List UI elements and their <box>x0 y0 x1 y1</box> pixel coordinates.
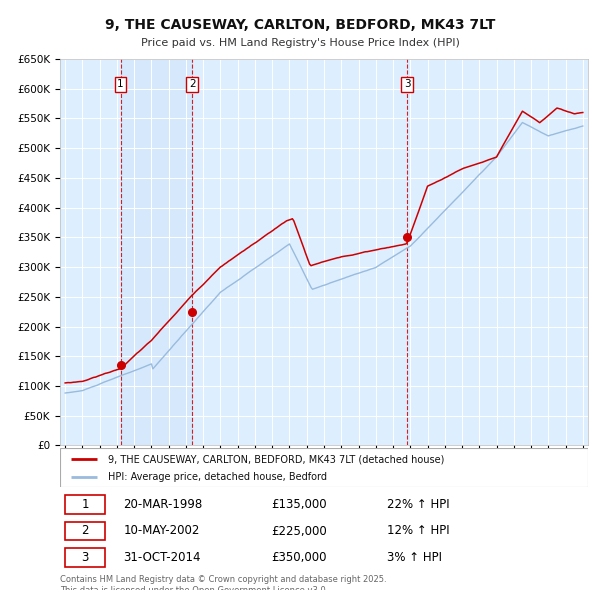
Text: 9, THE CAUSEWAY, CARLTON, BEDFORD, MK43 7LT: 9, THE CAUSEWAY, CARLTON, BEDFORD, MK43 … <box>105 18 495 32</box>
Text: HPI: Average price, detached house, Bedford: HPI: Average price, detached house, Bedf… <box>107 472 326 482</box>
Text: 1: 1 <box>117 79 124 89</box>
Text: Price paid vs. HM Land Registry's House Price Index (HPI): Price paid vs. HM Land Registry's House … <box>140 38 460 48</box>
Text: 3% ↑ HPI: 3% ↑ HPI <box>388 551 442 564</box>
Text: Contains HM Land Registry data © Crown copyright and database right 2025.
This d: Contains HM Land Registry data © Crown c… <box>60 575 386 590</box>
Bar <box>121 59 192 445</box>
Bar <box>65 548 105 566</box>
Text: £350,000: £350,000 <box>271 551 327 564</box>
Text: 2: 2 <box>82 525 89 537</box>
Text: 22% ↑ HPI: 22% ↑ HPI <box>388 498 450 511</box>
Text: 10-MAY-2002: 10-MAY-2002 <box>124 525 200 537</box>
Bar <box>65 496 105 514</box>
Text: £225,000: £225,000 <box>271 525 327 537</box>
Text: 12% ↑ HPI: 12% ↑ HPI <box>388 525 450 537</box>
Text: 20-MAR-1998: 20-MAR-1998 <box>124 498 203 511</box>
Text: 3: 3 <box>82 551 89 564</box>
Text: 1: 1 <box>82 498 89 511</box>
Text: £135,000: £135,000 <box>271 498 327 511</box>
Text: 9, THE CAUSEWAY, CARLTON, BEDFORD, MK43 7LT (detached house): 9, THE CAUSEWAY, CARLTON, BEDFORD, MK43 … <box>107 454 444 464</box>
Bar <box>65 522 105 540</box>
Text: 2: 2 <box>189 79 196 89</box>
Text: 31-OCT-2014: 31-OCT-2014 <box>124 551 201 564</box>
Text: 3: 3 <box>404 79 410 89</box>
